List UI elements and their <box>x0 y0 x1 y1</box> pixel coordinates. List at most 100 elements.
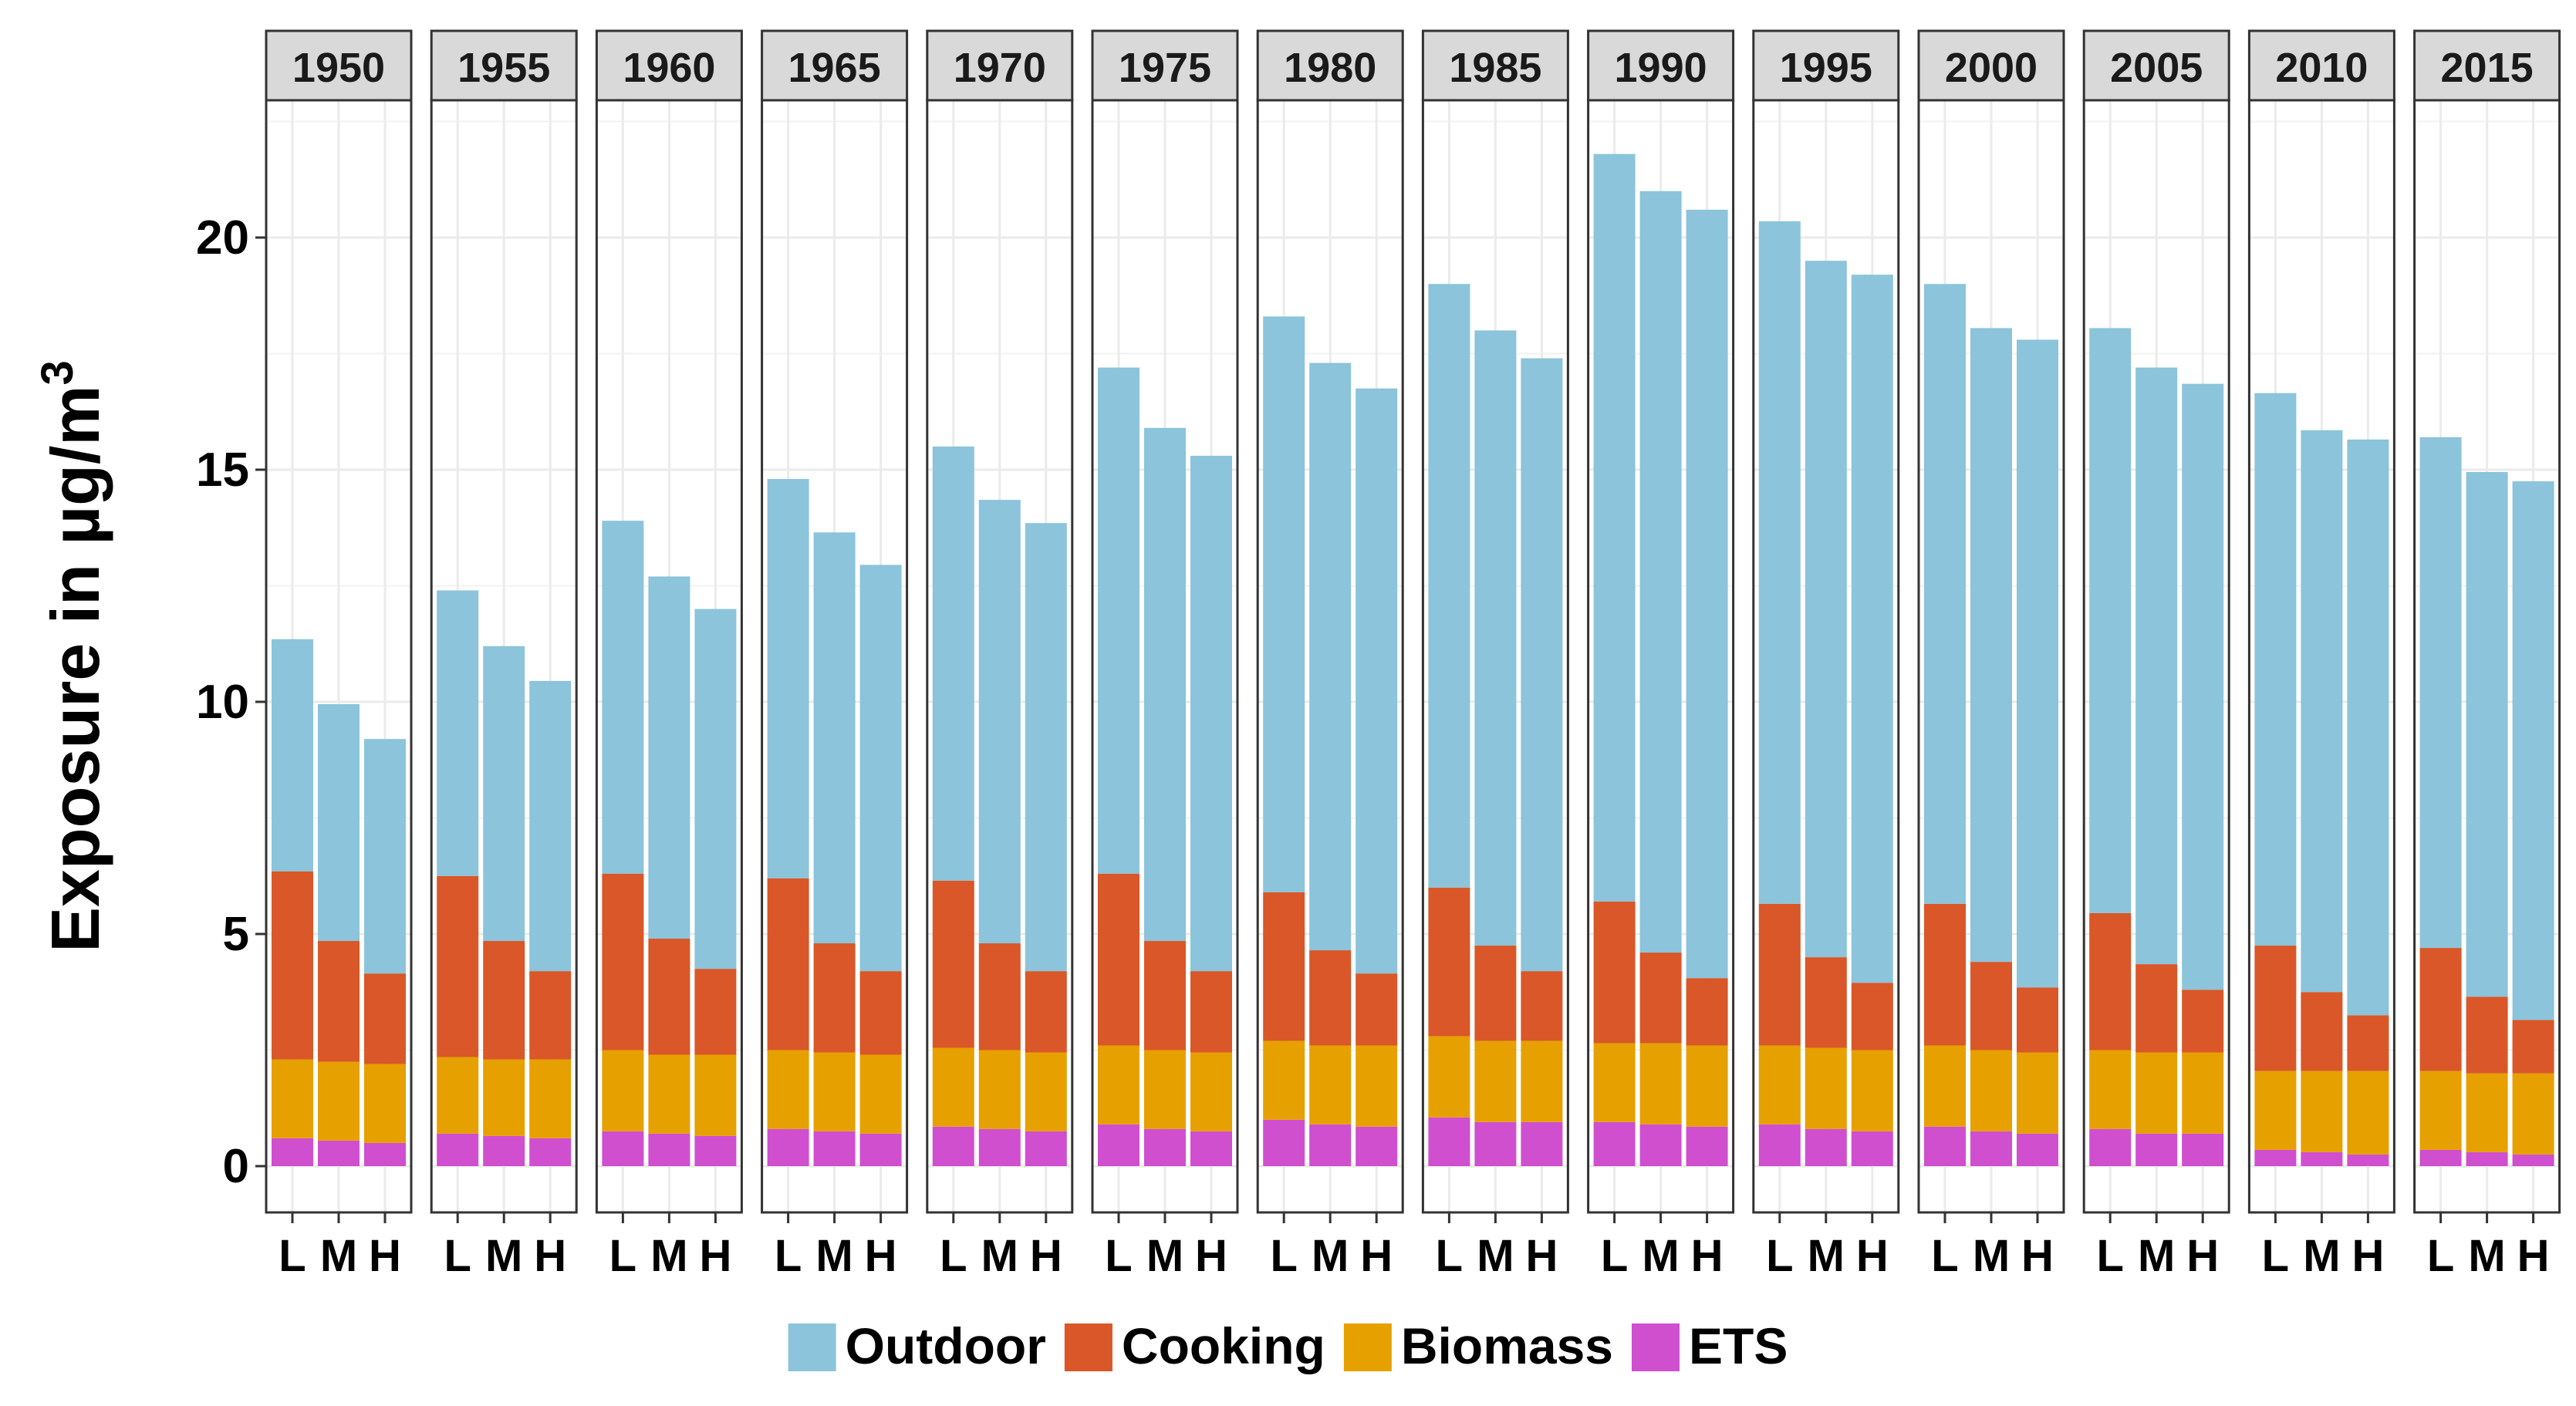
bar-biomass-1995-H <box>1851 1050 1893 1131</box>
bar-ets-1955-M <box>483 1135 525 1166</box>
bar-ets-1950-H <box>364 1142 406 1166</box>
bar-outdoor-1950-M <box>318 704 360 942</box>
bar-cooking-1950-M <box>318 941 360 1062</box>
y-axis-label: Exposure in µg/m3 <box>32 360 113 953</box>
bar-outdoor-1980-H <box>1356 388 1398 974</box>
facet-strip <box>1091 29 1239 102</box>
bar-outdoor-2000-L <box>1924 284 1966 904</box>
bar-cooking-2005-L <box>2089 912 2132 1050</box>
x-tick-label: L <box>1766 1231 1793 1281</box>
facet-strip-label: 1950 <box>292 45 385 91</box>
bar-cooking-1975-H <box>1190 971 1232 1053</box>
bar-ets-1970-M <box>978 1128 1021 1166</box>
bar-outdoor-1960-M <box>648 576 690 939</box>
bar-ets-2015-H <box>2512 1154 2554 1166</box>
bar-cooking-2010-H <box>2347 1015 2389 1071</box>
bar-cooking-2015-L <box>2419 948 2462 1071</box>
facet-strip <box>1917 29 2065 102</box>
bar-biomass-1955-L <box>437 1057 479 1134</box>
x-tick-label: L <box>279 1231 306 1281</box>
bar-biomass-1985-L <box>1428 1036 1470 1118</box>
bar-biomass-1965-L <box>767 1050 809 1129</box>
bar-outdoor-1975-L <box>1098 367 1139 874</box>
bar-outdoor-2005-H <box>2182 383 2224 990</box>
bar-outdoor-1995-L <box>1758 221 1801 904</box>
x-tick-label: M <box>320 1231 357 1281</box>
x-tick-label: M <box>1973 1231 2010 1281</box>
bar-cooking-1985-H <box>1521 971 1563 1041</box>
bar-biomass-1995-L <box>1758 1045 1801 1124</box>
bar-ets-2010-H <box>2347 1154 2389 1166</box>
facet-panel-1995: 1995 L M H <box>1752 29 1900 1281</box>
bar-outdoor-1985-H <box>1521 358 1563 972</box>
x-tick-label: L <box>1270 1231 1297 1281</box>
facet-strip-label: 2000 <box>1945 45 2038 91</box>
bar-ets-1975-L <box>1098 1124 1139 1166</box>
bar-ets-1955-H <box>529 1138 572 1166</box>
bar-biomass-1980-M <box>1309 1045 1352 1124</box>
bar-outdoor-2005-L <box>2089 328 2132 913</box>
bar-ets-2005-L <box>2089 1128 2132 1166</box>
bar-biomass-1950-L <box>272 1059 313 1138</box>
bar-outdoor-1965-L <box>767 479 809 878</box>
facet-strip-label: 1980 <box>1284 45 1376 91</box>
x-tick-label: H <box>1691 1231 1724 1281</box>
legend-swatch-cooking <box>1064 1323 1112 1371</box>
bar-biomass-1975-L <box>1098 1045 1139 1124</box>
bar-outdoor-1990-M <box>1639 191 1682 953</box>
facet-panel-1975: 1975 L M H <box>1091 29 1239 1281</box>
bar-outdoor-1970-H <box>1025 523 1067 972</box>
bar-biomass-1960-L <box>602 1050 644 1131</box>
bar-ets-1995-M <box>1805 1128 1847 1166</box>
facet-strip-label: 2015 <box>2441 45 2534 91</box>
bar-biomass-1965-M <box>813 1052 856 1131</box>
bar-biomass-2010-L <box>2254 1071 2297 1150</box>
x-tick-label: H <box>1856 1231 1889 1281</box>
facet-panel-2015: 2015 L M H <box>2413 29 2561 1281</box>
x-tick-label: H <box>2021 1231 2054 1281</box>
x-tick-label: M <box>815 1231 852 1281</box>
bar-biomass-1975-H <box>1190 1052 1232 1131</box>
x-tick-label: M <box>1642 1231 1679 1281</box>
facet-strip <box>761 29 909 102</box>
facet-panel-1965: 1965 L M H <box>761 29 909 1281</box>
facet-strip-label: 1975 <box>1119 45 1211 91</box>
bar-biomass-1990-H <box>1686 1045 1728 1127</box>
bar-biomass-1960-H <box>694 1054 737 1136</box>
bar-ets-1990-M <box>1639 1124 1682 1166</box>
bar-cooking-2000-M <box>1970 962 2012 1050</box>
bar-cooking-1960-M <box>648 939 690 1055</box>
bar-cooking-1980-L <box>1263 892 1305 1041</box>
bar-cooking-2010-M <box>2301 992 2343 1071</box>
y-tick-label: 15 <box>196 443 249 497</box>
bar-biomass-2000-L <box>1924 1045 1966 1127</box>
facet-strip <box>2247 29 2395 102</box>
bar-outdoor-1965-M <box>813 532 856 944</box>
facet-strip-label: 1960 <box>623 45 715 91</box>
x-tick-label: H <box>865 1231 897 1281</box>
bar-biomass-2010-H <box>2347 1071 2389 1155</box>
x-tick-label: M <box>1477 1231 1514 1281</box>
y-axis: 0 5 10 15 20 <box>196 211 266 1193</box>
x-tick-label: H <box>2517 1231 2550 1281</box>
bar-cooking-2015-H <box>2512 1020 2554 1074</box>
x-tick-label: H <box>534 1231 566 1281</box>
bar-outdoor-2015-M <box>2466 472 2508 997</box>
x-tick-label: M <box>2138 1231 2175 1281</box>
facet-panel-1970: 1970 L M H <box>926 29 1074 1281</box>
bar-cooking-2005-M <box>2135 964 2178 1053</box>
bar-biomass-1970-H <box>1025 1052 1067 1131</box>
bar-biomass-2015-L <box>2419 1071 2462 1150</box>
bar-cooking-2000-H <box>2017 987 2058 1053</box>
bar-biomass-2000-H <box>2017 1052 2058 1134</box>
bar-outdoor-1970-L <box>932 446 974 881</box>
bar-ets-1960-L <box>602 1131 644 1166</box>
bar-cooking-1965-M <box>813 943 856 1053</box>
bar-ets-1965-M <box>813 1131 856 1166</box>
legend-swatch-biomass <box>1343 1323 1392 1371</box>
legend: Outdoor Cooking Biomass ETS <box>788 1317 1788 1374</box>
bar-outdoor-2015-L <box>2419 437 2462 949</box>
bar-cooking-2005-H <box>2182 990 2224 1053</box>
